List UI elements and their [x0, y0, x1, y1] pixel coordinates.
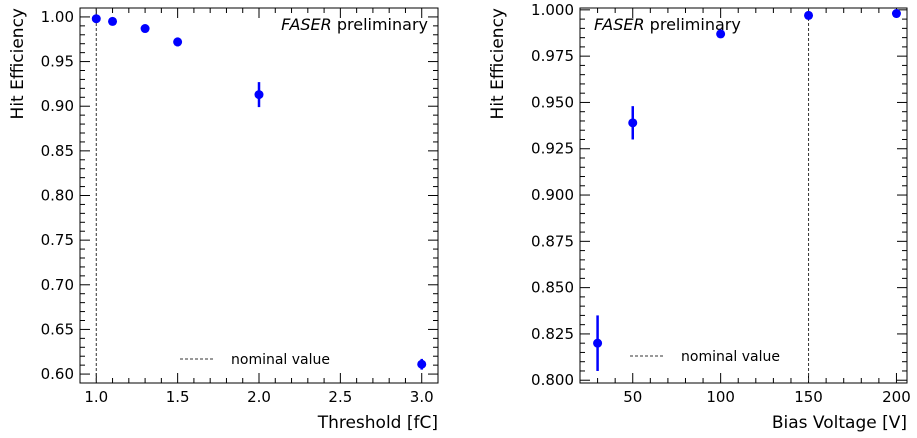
- y-tick-label: 0.75: [41, 231, 74, 249]
- data-point: [140, 24, 150, 34]
- preliminary-label-part: preliminary: [645, 15, 741, 34]
- data-point: [628, 118, 638, 128]
- faser-label-part: FASER: [281, 15, 332, 34]
- x-tick-label: 1.0: [84, 388, 108, 406]
- faser-preliminary-label: FASER preliminary: [594, 15, 741, 34]
- legend-label: nominal value: [231, 352, 330, 368]
- preliminary-label-part: preliminary: [332, 15, 428, 34]
- x-tick-label: 2.0: [247, 388, 271, 406]
- data-point: [254, 90, 264, 100]
- x-tick-label: 150: [794, 388, 823, 406]
- x-tick-label: 1.5: [166, 388, 190, 406]
- y-tick-label: 0.975: [531, 47, 574, 65]
- y-tick-label: 0.875: [531, 232, 574, 250]
- y-tick-label: 0.900: [531, 186, 574, 204]
- y-tick-label: 0.800: [531, 371, 574, 389]
- y-tick-label: 0.80: [41, 187, 74, 205]
- y-tick-label: 1.00: [41, 8, 74, 26]
- data-point: [417, 359, 427, 369]
- y-tick-label: 0.70: [41, 276, 74, 294]
- x-tick-label: 2.5: [328, 388, 352, 406]
- plot-frame: [79, 7, 439, 384]
- y-axis-label: Hit Efficiency: [8, 8, 28, 119]
- x-tick-label: 100: [706, 388, 735, 406]
- x-tick-label: 200: [882, 388, 911, 406]
- x-axis-label: Threshold [fC]: [317, 413, 438, 433]
- plot-frame: [579, 7, 908, 384]
- y-tick-label: 0.825: [531, 325, 574, 343]
- x-tick-label: 50: [623, 388, 642, 406]
- y-tick-label: 0.90: [41, 97, 74, 115]
- data-point: [804, 10, 814, 20]
- data-point: [173, 37, 183, 47]
- data-point: [716, 29, 726, 39]
- y-axis-label: Hit Efficiency: [488, 8, 508, 119]
- data-point: [891, 9, 901, 19]
- y-tick-label: 0.65: [41, 320, 74, 338]
- y-tick-label: 0.950: [531, 93, 574, 111]
- x-tick-label: 3.0: [410, 388, 434, 406]
- y-tick-label: 0.850: [531, 279, 574, 297]
- legend-label: nominal value: [681, 349, 780, 365]
- x-axis-label: Bias Voltage [V]: [772, 413, 907, 433]
- faser-label-part: FASER: [594, 15, 645, 34]
- y-tick-label: 1.000: [531, 1, 574, 19]
- data-point: [108, 16, 118, 26]
- y-tick-label: 0.925: [531, 140, 574, 158]
- threshold-efficiency-panel: 1.0 1.5 2.0 2.5 3.0 0.60 0.65 0.70 0.75 0.80 0.85 0…: [8, 7, 439, 433]
- y-tick-label: 0.95: [41, 53, 74, 71]
- data-point: [91, 14, 101, 24]
- y-tick-label: 0.60: [41, 365, 74, 383]
- faser-preliminary-label: FASER preliminary: [281, 15, 428, 34]
- data-point: [593, 338, 603, 348]
- y-tick-label: 0.85: [41, 142, 74, 160]
- bias-voltage-efficiency-panel: 50 100 150 200 0.800 0.825 0.850 0.875 0.900 0.92…: [488, 1, 911, 433]
